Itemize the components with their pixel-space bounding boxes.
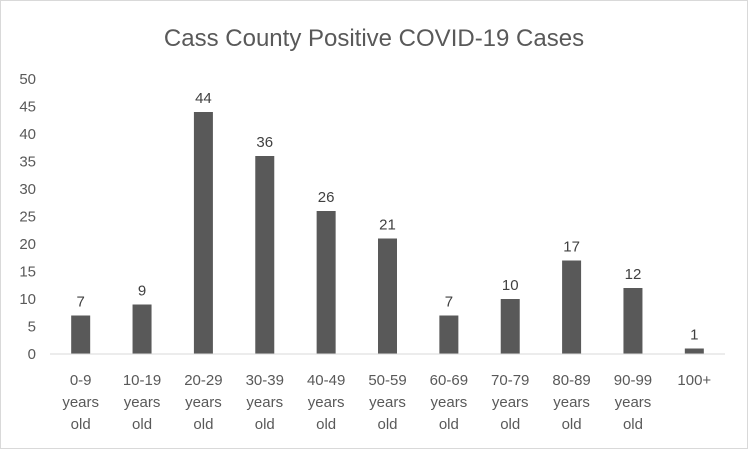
bar (684, 348, 704, 354)
y-tick-label: 15 (19, 264, 36, 281)
data-label: 44 (195, 90, 212, 107)
y-tick-label: 35 (19, 154, 36, 171)
y-tick-label: 20 (19, 236, 36, 253)
x-tick-label: 90-99 years old (614, 372, 652, 433)
y-tick-label: 45 (19, 99, 36, 116)
bar (623, 288, 643, 354)
y-tick-label: 30 (19, 181, 36, 198)
x-tick-label: 10-19 years old (123, 372, 161, 433)
data-label: 36 (256, 134, 273, 151)
x-tick-label: 50-59 years old (368, 372, 406, 433)
x-tick-label: 80-89 years old (552, 372, 590, 433)
bar (439, 315, 459, 354)
data-label: 9 (138, 283, 146, 300)
bar (255, 156, 275, 354)
x-tick-label: 0-9 years old (62, 372, 99, 433)
data-label: 7 (77, 294, 85, 311)
x-axis-labels: 0-9 years old 10-19 years old 20-29 years old 30-… (62, 372, 711, 433)
bar (71, 315, 91, 354)
bar (378, 238, 397, 354)
y-tick-label: 10 (19, 291, 36, 308)
y-tick-label: 40 (19, 126, 36, 143)
data-label: 12 (625, 266, 642, 283)
data-label: 26 (318, 189, 335, 206)
data-label: 1 (690, 327, 698, 344)
x-tick-label: 70-79 years old (491, 372, 529, 433)
data-labels: 7 9 44 36 26 21 7 10 17 12 1 (77, 90, 699, 344)
bar (193, 112, 213, 354)
bar (132, 304, 152, 354)
bar (316, 211, 336, 354)
x-tick-label: 30-39 years old (246, 372, 284, 433)
bars (71, 112, 704, 354)
data-label: 21 (379, 217, 396, 234)
x-tick-label: 100+ (677, 372, 711, 389)
y-tick-label: 50 (19, 71, 36, 88)
y-axis-ticks: 0 5 10 15 20 25 30 35 40 45 50 (19, 71, 36, 363)
x-tick-label: 60-69 years old (430, 372, 468, 433)
bar (500, 299, 520, 354)
data-label: 17 (563, 239, 580, 256)
x-tick-label: 20-29 years old (184, 372, 222, 433)
x-tick-label: 40-49 years old (307, 372, 345, 433)
bar (562, 260, 582, 354)
data-label: 7 (445, 294, 453, 311)
chart-title: Cass County Positive COVID-19 Cases (164, 25, 584, 52)
data-label: 10 (502, 277, 519, 294)
y-tick-label: 5 (28, 319, 36, 336)
y-tick-label: 0 (28, 346, 36, 363)
y-tick-label: 25 (19, 209, 36, 226)
